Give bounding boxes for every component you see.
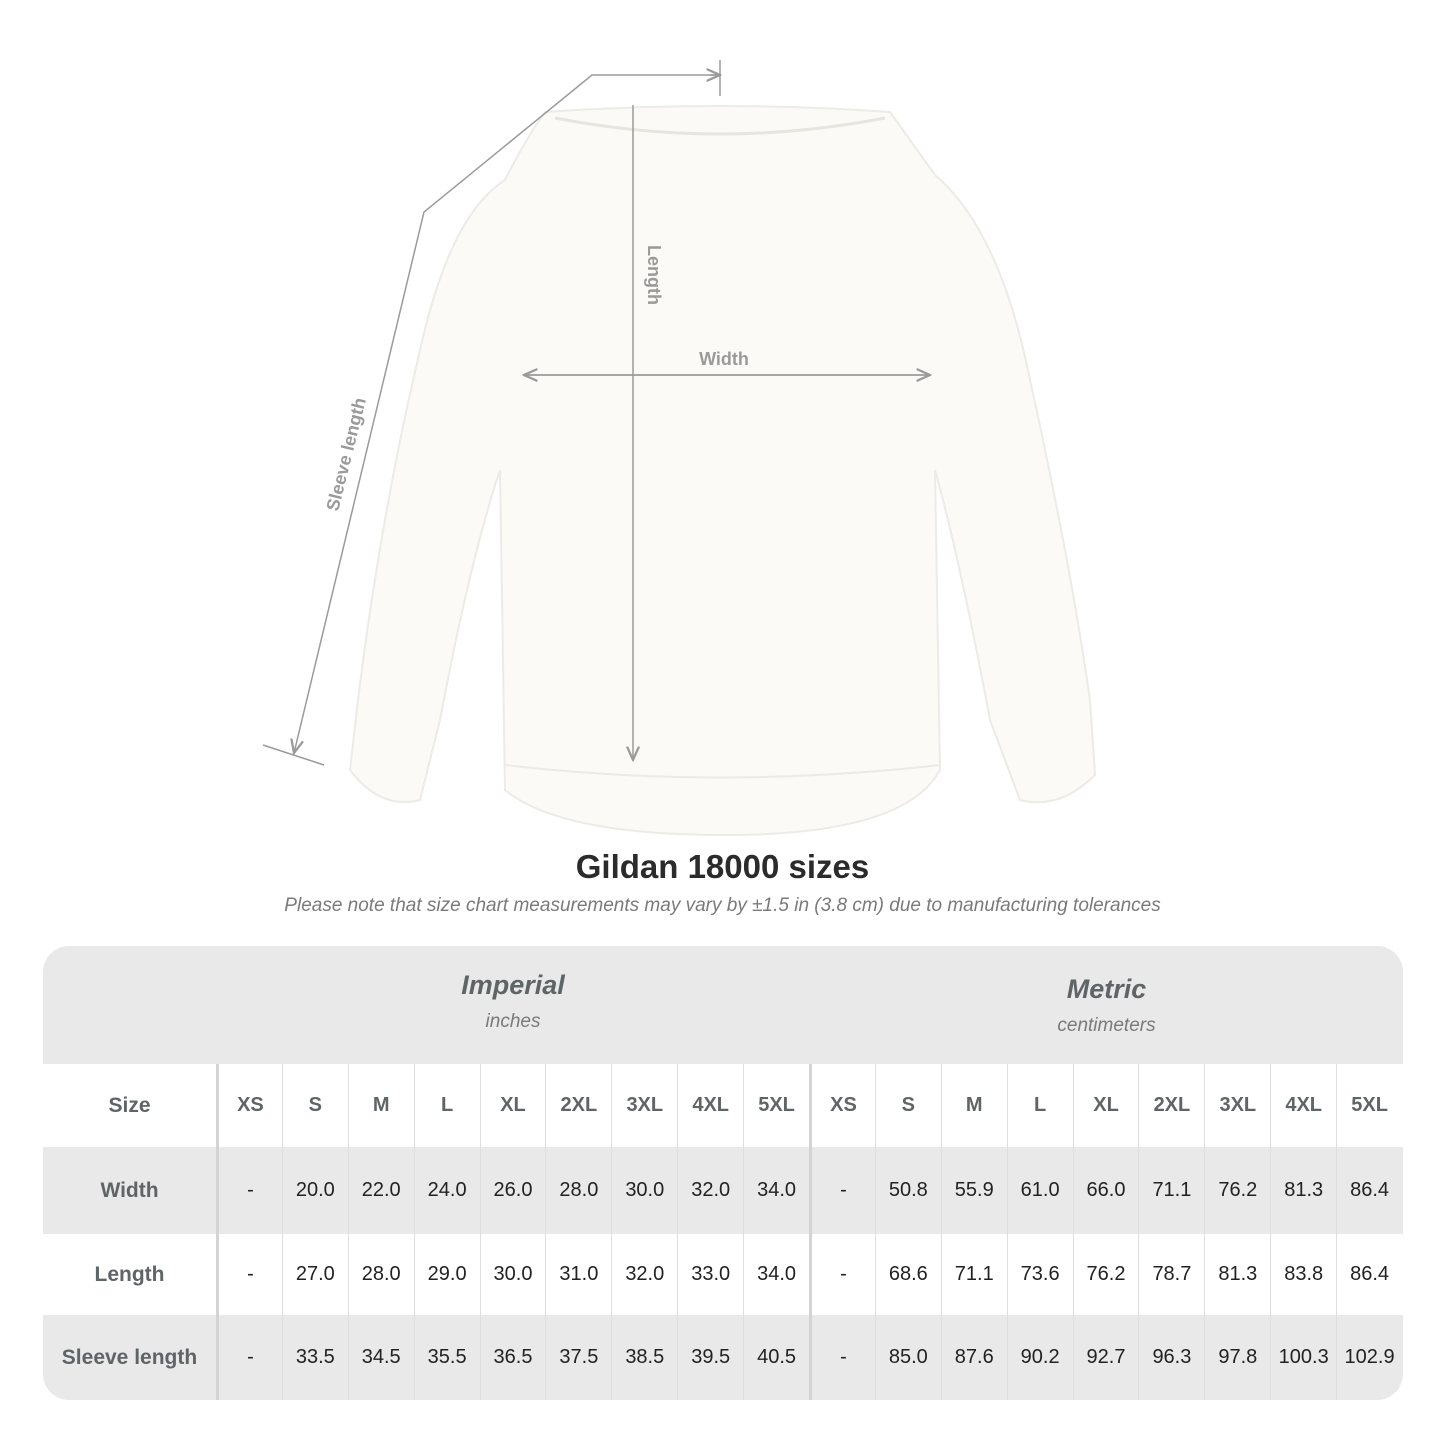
imperial-value-cell: 32.0	[611, 1234, 677, 1315]
imperial-value-cell: 32.0	[677, 1147, 743, 1234]
imperial-value-cell: 30.0	[479, 1234, 546, 1315]
sleeve-length-label: Sleeve length	[322, 396, 369, 513]
metric-value-cell: -	[809, 1234, 875, 1315]
imperial-value-cell: 34.0	[743, 1147, 809, 1234]
metric-value-cell: 81.3	[1204, 1234, 1270, 1315]
imperial-value-cell: -	[216, 1315, 282, 1400]
row-label: Size	[108, 1093, 151, 1117]
imperial-value-cell: 39.5	[677, 1315, 743, 1400]
metric-value-cell: 76.2	[1204, 1147, 1270, 1234]
size-header-cell: 5XL	[1336, 1064, 1402, 1147]
metric-value-cell: 55.9	[940, 1147, 1007, 1234]
metric-value-cell: 78.7	[1138, 1234, 1204, 1315]
metric-value-cell: 86.4	[1336, 1234, 1402, 1315]
metric-value-cell: 92.7	[1072, 1315, 1139, 1400]
imperial-value-cell: 40.5	[743, 1315, 809, 1400]
imperial-value-cell: 24.0	[413, 1147, 480, 1234]
metric-value-cell: 97.8	[1204, 1315, 1270, 1400]
imperial-unit: inches	[485, 1011, 541, 1032]
imperial-value-cell: 28.0	[347, 1234, 414, 1315]
size-header-cell: S	[281, 1064, 348, 1147]
table-header: Imperial inches Metric centimeters	[43, 946, 1403, 1064]
size-header-cell: 3XL	[611, 1064, 677, 1147]
size-header-cell: XL	[1072, 1064, 1139, 1147]
collar	[554, 116, 886, 136]
sweatshirt-shape	[348, 105, 1097, 837]
page-title: Gildan 18000 sizes	[575, 848, 870, 885]
imperial-header: Imperial inches	[216, 970, 810, 1033]
imperial-value-cell: 36.5	[479, 1315, 546, 1400]
size-header-cell: XL	[479, 1064, 546, 1147]
size-header-cell: XS	[216, 1064, 282, 1147]
imperial-value-cell: 27.0	[281, 1234, 348, 1315]
sleeve-dimension	[262, 60, 720, 766]
metric-header: Metric centimeters	[810, 974, 1403, 1037]
metric-value-cell: 66.0	[1072, 1147, 1139, 1234]
metric-value-cell: 68.6	[874, 1234, 941, 1315]
metric-value-cell: 76.2	[1072, 1234, 1139, 1315]
imperial-value-cell: 30.0	[611, 1147, 677, 1234]
size-header-cell: 4XL	[677, 1064, 743, 1147]
imperial-title: Imperial	[461, 970, 565, 1000]
size-header-cell: S	[874, 1064, 941, 1147]
size-header-cell: M	[940, 1064, 1007, 1147]
size-header-cell: M	[347, 1064, 414, 1147]
sweatshirt-diagram: Length Width Sleeve length	[262, 60, 1097, 837]
row-label: Sleeve length	[61, 1345, 198, 1369]
imperial-value-cell: 33.5	[281, 1315, 348, 1400]
tolerance-note: Please note that size chart measurements…	[284, 895, 1161, 916]
imperial-value-cell: 37.5	[545, 1315, 611, 1400]
metric-value-cell: 85.0	[874, 1315, 941, 1400]
imperial-value-cell: 20.0	[281, 1147, 348, 1234]
imperial-value-cell: 26.0	[479, 1147, 546, 1234]
imperial-value-cell: 28.0	[545, 1147, 611, 1234]
size-header-cell: XS	[809, 1064, 875, 1147]
imperial-value-cell: 31.0	[545, 1234, 611, 1315]
table-row: Length -27.0 28.0 29.0 30.0 31.0 32.0 33.0 34.0-…	[43, 1234, 1403, 1315]
metric-value-cell: 73.6	[1006, 1234, 1073, 1315]
imperial-value-cell: 35.5	[413, 1315, 480, 1400]
metric-value-cell: 96.3	[1138, 1315, 1204, 1400]
size-header-cell: L	[1006, 1064, 1073, 1147]
size-header-cell: 2XL	[1138, 1064, 1204, 1147]
size-header-cell: 4XL	[1270, 1064, 1336, 1147]
metric-value-cell: 100.3	[1270, 1315, 1336, 1400]
row-label: Width	[100, 1178, 159, 1202]
width-label: Width	[699, 349, 749, 369]
size-header-cell: L	[413, 1064, 480, 1147]
metric-title: Metric	[1066, 974, 1147, 1004]
hem-band	[504, 764, 941, 779]
length-label: Length	[644, 245, 664, 305]
metric-value-cell: 86.4	[1336, 1147, 1402, 1234]
metric-value-cell: 50.8	[874, 1147, 941, 1234]
metric-value-cell: 87.6	[940, 1315, 1007, 1400]
imperial-value-cell: 38.5	[611, 1315, 677, 1400]
imperial-value-cell: 22.0	[347, 1147, 414, 1234]
size-header-cell: 5XL	[743, 1064, 809, 1147]
imperial-value-cell: -	[216, 1234, 282, 1315]
row-label: Length	[94, 1262, 165, 1286]
metric-unit: centimeters	[1057, 1015, 1156, 1036]
metric-value-cell: 83.8	[1270, 1234, 1336, 1315]
metric-value-cell: 81.3	[1270, 1147, 1336, 1234]
metric-value-cell: 71.1	[940, 1234, 1007, 1315]
table-row: Width -20.0 22.0 24.0 26.0 28.0 30.0 32.0 34.0-5…	[43, 1147, 1403, 1234]
imperial-value-cell: 34.5	[347, 1315, 414, 1400]
metric-value-cell: 71.1	[1138, 1147, 1204, 1234]
metric-value-cell: -	[809, 1315, 875, 1400]
metric-value-cell: 90.2	[1006, 1315, 1073, 1400]
imperial-value-cell: 33.0	[677, 1234, 743, 1315]
metric-value-cell: 61.0	[1006, 1147, 1073, 1234]
metric-value-cell: -	[809, 1147, 875, 1234]
metric-value-cell: 102.9	[1336, 1315, 1402, 1400]
size-header-row: Size XS S M L XL 2XL 3XL 4XL 5XL XS S M L XL 2XL 3XL 4XL 5…	[43, 1064, 1403, 1147]
size-header-cell: 3XL	[1204, 1064, 1270, 1147]
imperial-value-cell: 29.0	[413, 1234, 480, 1315]
imperial-value-cell: 34.0	[743, 1234, 809, 1315]
size-table: Imperial inches Metric centimeters Size X…	[43, 946, 1403, 1400]
table-row: Sleeve length -33.5 34.5 35.5 36.5 37.5 38.5 39…	[43, 1315, 1403, 1400]
size-header-cell: 2XL	[545, 1064, 611, 1147]
imperial-value-cell: -	[216, 1147, 282, 1234]
